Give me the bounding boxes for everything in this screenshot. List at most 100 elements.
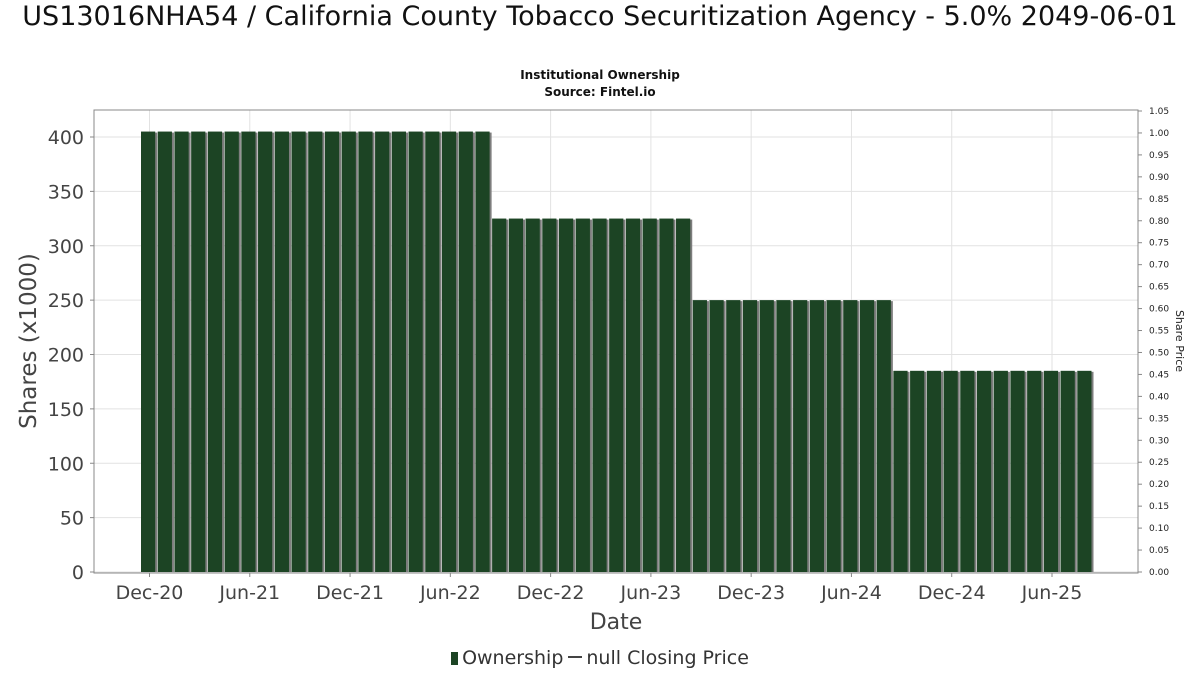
ownership-bar xyxy=(458,131,473,572)
ownership-bar xyxy=(926,370,942,572)
ownership-bar xyxy=(993,370,1008,572)
ownership-bar xyxy=(141,131,156,572)
x-tick-label: Dec-21 xyxy=(316,582,384,604)
x-tick-label: Jun-23 xyxy=(620,582,682,604)
ownership-bar xyxy=(609,218,624,572)
y-tick-label: 250 xyxy=(48,290,84,312)
x-axis-label: Date xyxy=(590,610,643,635)
ownership-bar xyxy=(1060,370,1075,572)
ownership-bar xyxy=(793,300,808,572)
y2-tick-label: 0.00 xyxy=(1149,568,1169,578)
ownership-bar xyxy=(291,131,306,572)
ownership-bar xyxy=(542,218,557,572)
ownership-bar xyxy=(960,370,975,572)
ownership-bar xyxy=(207,131,223,572)
y-tick-label: 200 xyxy=(48,345,84,367)
ownership-bar xyxy=(575,218,590,572)
ownership-bar xyxy=(308,131,323,572)
ownership-swatch xyxy=(451,652,459,665)
ownership-bar xyxy=(191,131,206,572)
ownership-bar xyxy=(893,370,908,572)
ownership-bar xyxy=(592,218,607,572)
y2-tick-label: 0.95 xyxy=(1149,151,1169,161)
y-tick-label: 0 xyxy=(72,562,84,584)
y-tick-label: 150 xyxy=(48,399,84,421)
ownership-bar xyxy=(157,131,172,572)
ownership-bar xyxy=(676,218,691,572)
y2-tick-label: 0.05 xyxy=(1149,546,1169,556)
ownership-bar xyxy=(809,300,824,572)
y-tick-label: 50 xyxy=(60,508,84,530)
ownership-bar xyxy=(558,218,574,572)
ownership-bar xyxy=(659,218,674,572)
ownership-bar xyxy=(341,131,356,572)
y2-tick-label: 0.30 xyxy=(1149,436,1169,446)
ownership-bar xyxy=(358,131,373,572)
ownership-bar xyxy=(258,131,273,572)
ownership-bar xyxy=(241,131,256,572)
ownership-bar xyxy=(859,300,875,572)
legend-ownership: Ownership xyxy=(462,647,564,669)
y-tick-label: 100 xyxy=(48,453,84,475)
chart-source: Source: Fintel.io xyxy=(544,85,656,99)
chart-title: US13016NHA54 / California County Tobacco… xyxy=(22,1,1178,32)
x-tick-label: Dec-24 xyxy=(918,582,986,604)
x-tick-label: Dec-22 xyxy=(517,582,585,604)
y2-tick-label: 0.65 xyxy=(1149,283,1169,293)
ownership-bar xyxy=(1077,370,1092,572)
bars xyxy=(141,131,1094,572)
y2-tick-label: 0.45 xyxy=(1149,370,1169,380)
ownership-bar xyxy=(976,370,992,572)
y2-tick-label: 0.15 xyxy=(1149,502,1169,512)
ownership-bar xyxy=(224,131,239,572)
x-tick-label: Jun-24 xyxy=(820,582,882,604)
ownership-bar xyxy=(910,370,925,572)
ownership-bar xyxy=(759,300,774,572)
ownership-bar xyxy=(843,300,858,572)
ownership-bar xyxy=(876,300,891,572)
y2-tick-label: 0.75 xyxy=(1149,239,1169,249)
y-axis: 0 50 100 150 200 250 300 350 400 xyxy=(48,127,94,584)
legend: Ownership null Closing Price xyxy=(0,647,1200,669)
ownership-bar xyxy=(1027,370,1042,572)
ownership-bar xyxy=(742,300,758,572)
y2-tick-label: 1.05 xyxy=(1149,107,1169,117)
y2-tick-label: 0.35 xyxy=(1149,414,1169,424)
y2-tick-label: 0.60 xyxy=(1149,305,1169,315)
x-axis: Dec-20 Jun-21 Dec-21 Jun-22 Dec-22 Jun-23 Dec-… xyxy=(116,573,1083,604)
y2-tick-label: 0.25 xyxy=(1149,458,1169,468)
y-axis-label: Shares (x1000) xyxy=(16,253,42,429)
ownership-bar xyxy=(425,131,440,572)
ownership-bar xyxy=(174,131,189,572)
x-tick-label: Jun-25 xyxy=(1021,582,1083,604)
ownership-bar xyxy=(943,370,958,572)
ownership-bar xyxy=(274,131,289,572)
y2-tick-label: 0.10 xyxy=(1149,524,1169,534)
ownership-bar xyxy=(324,131,340,572)
y2-axis-label: Share Price xyxy=(1173,310,1186,372)
y2-tick-label: 0.70 xyxy=(1149,261,1169,271)
x-tick-label: Dec-23 xyxy=(717,582,785,604)
y-tick-label: 300 xyxy=(48,236,84,258)
ownership-bar xyxy=(492,218,507,572)
ownership-bar xyxy=(391,131,407,572)
ownership-bar xyxy=(508,218,524,572)
y2-tick-label: 0.50 xyxy=(1149,348,1169,358)
y-tick-label: 350 xyxy=(48,181,84,203)
ownership-bar xyxy=(709,300,724,572)
ownership-bar xyxy=(441,131,457,572)
ownership-bar xyxy=(375,131,390,572)
plot-frame xyxy=(93,109,1139,574)
y2-tick-label: 0.55 xyxy=(1149,327,1169,337)
ownership-bar xyxy=(726,300,741,572)
ownership-bar xyxy=(625,218,641,572)
x-tick-label: Jun-21 xyxy=(218,582,280,604)
ownership-bar xyxy=(408,131,423,572)
y2-tick-label: 0.80 xyxy=(1149,217,1169,227)
y2-axis: 0.00 0.05 0.10 0.15 0.20 0.25 0.30 0.35 0.40 0.45… xyxy=(1138,107,1169,578)
ownership-bar xyxy=(1010,370,1025,572)
y2-tick-label: 1.00 xyxy=(1149,129,1169,139)
y2-tick-label: 0.85 xyxy=(1149,195,1169,205)
y2-tick-label: 0.40 xyxy=(1149,392,1169,402)
